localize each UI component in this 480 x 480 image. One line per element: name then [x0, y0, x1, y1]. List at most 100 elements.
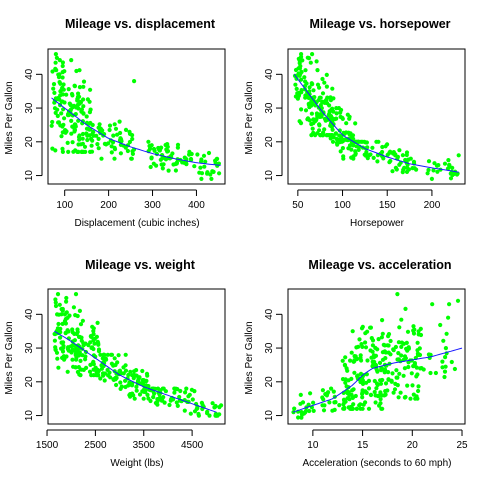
data-point: [128, 369, 133, 374]
data-point: [380, 318, 385, 323]
data-point: [366, 386, 372, 391]
data-point: [450, 172, 455, 178]
data-point: [371, 362, 376, 367]
data-point: [303, 93, 308, 98]
data-point: [72, 129, 77, 134]
data-point: [300, 400, 306, 405]
data-point: [295, 91, 300, 96]
data-point: [320, 99, 325, 104]
data-point: [105, 352, 110, 357]
data-point: [194, 406, 199, 411]
data-point: [130, 133, 135, 138]
x-tick-label: 200: [424, 200, 441, 211]
data-point: [454, 172, 460, 177]
data-point: [303, 79, 308, 84]
data-point: [188, 411, 193, 416]
data-point: [353, 149, 358, 154]
data-point: [380, 357, 386, 362]
data-point: [340, 146, 345, 151]
panel-displacement: Mileage vs. displacement Displacement (c…: [4, 17, 226, 229]
data-point: [360, 388, 365, 393]
x-axis-label: Acceleration (seconds to 60 mph): [303, 458, 452, 469]
data-point: [64, 310, 69, 315]
data-point: [81, 84, 86, 89]
data-point: [351, 402, 356, 407]
data-point: [70, 93, 75, 98]
data-point: [441, 338, 446, 343]
data-point: [408, 156, 413, 161]
data-point: [74, 105, 79, 110]
data-point: [174, 161, 179, 166]
data-point: [70, 113, 75, 118]
data-point: [130, 136, 135, 142]
data-point: [64, 129, 69, 134]
data-point: [51, 86, 56, 91]
data-point: [363, 340, 368, 345]
data-point: [49, 123, 54, 128]
data-point: [83, 357, 88, 362]
data-point: [345, 396, 350, 401]
data-point: [69, 58, 74, 63]
data-point: [359, 342, 364, 347]
data-point: [88, 87, 93, 92]
data-point: [426, 167, 431, 173]
data-point: [112, 156, 117, 161]
data-point: [387, 150, 392, 155]
data-point: [337, 403, 342, 408]
data-point: [327, 400, 332, 405]
data-point: [324, 72, 329, 77]
data-point: [208, 172, 213, 177]
y-tick-label: 30: [264, 342, 275, 354]
data-point: [442, 161, 448, 166]
data-point: [317, 85, 322, 90]
data-point: [349, 147, 354, 152]
data-point: [214, 413, 219, 418]
data-point: [292, 406, 297, 411]
data-point: [378, 397, 383, 402]
data-point: [447, 302, 452, 307]
data-point: [121, 371, 126, 376]
x-tick-label: 3500: [133, 440, 156, 451]
data-point: [379, 365, 384, 370]
data-point: [402, 366, 407, 371]
x-tick-label: 200: [100, 200, 117, 211]
data-point: [293, 82, 298, 87]
data-point: [132, 79, 137, 84]
data-point: [393, 344, 398, 350]
data-point: [125, 148, 130, 154]
data-point: [324, 97, 329, 102]
data-point: [154, 163, 159, 168]
data-point: [300, 58, 305, 63]
data-point: [426, 159, 432, 164]
data-point: [211, 169, 216, 174]
data-point: [350, 406, 355, 411]
data-point: [215, 163, 220, 168]
data-point: [205, 411, 210, 416]
data-point: [349, 392, 354, 397]
data-point: [131, 369, 137, 374]
plot-title: Mileage vs. displacement: [65, 17, 216, 31]
data-point: [102, 141, 107, 146]
data-point: [196, 413, 201, 418]
data-point: [117, 119, 122, 124]
data-point: [74, 68, 79, 74]
data-point: [52, 338, 58, 343]
data-point: [57, 302, 62, 307]
data-point: [360, 324, 365, 329]
data-point: [80, 119, 85, 124]
data-point: [361, 402, 366, 407]
data-point: [80, 318, 85, 323]
data-point: [346, 130, 351, 135]
data-point: [383, 381, 389, 386]
data-point: [310, 126, 315, 131]
data-point: [137, 375, 142, 380]
data-point: [354, 345, 359, 350]
data-point: [56, 95, 61, 101]
data-point: [334, 111, 339, 116]
plot-frame: [287, 288, 466, 425]
data-point: [385, 388, 390, 393]
panel-weight: Mileage vs. weight Weight (lbs) Miles Pe…: [4, 258, 226, 469]
data-point: [402, 354, 408, 359]
data-point: [72, 83, 77, 88]
